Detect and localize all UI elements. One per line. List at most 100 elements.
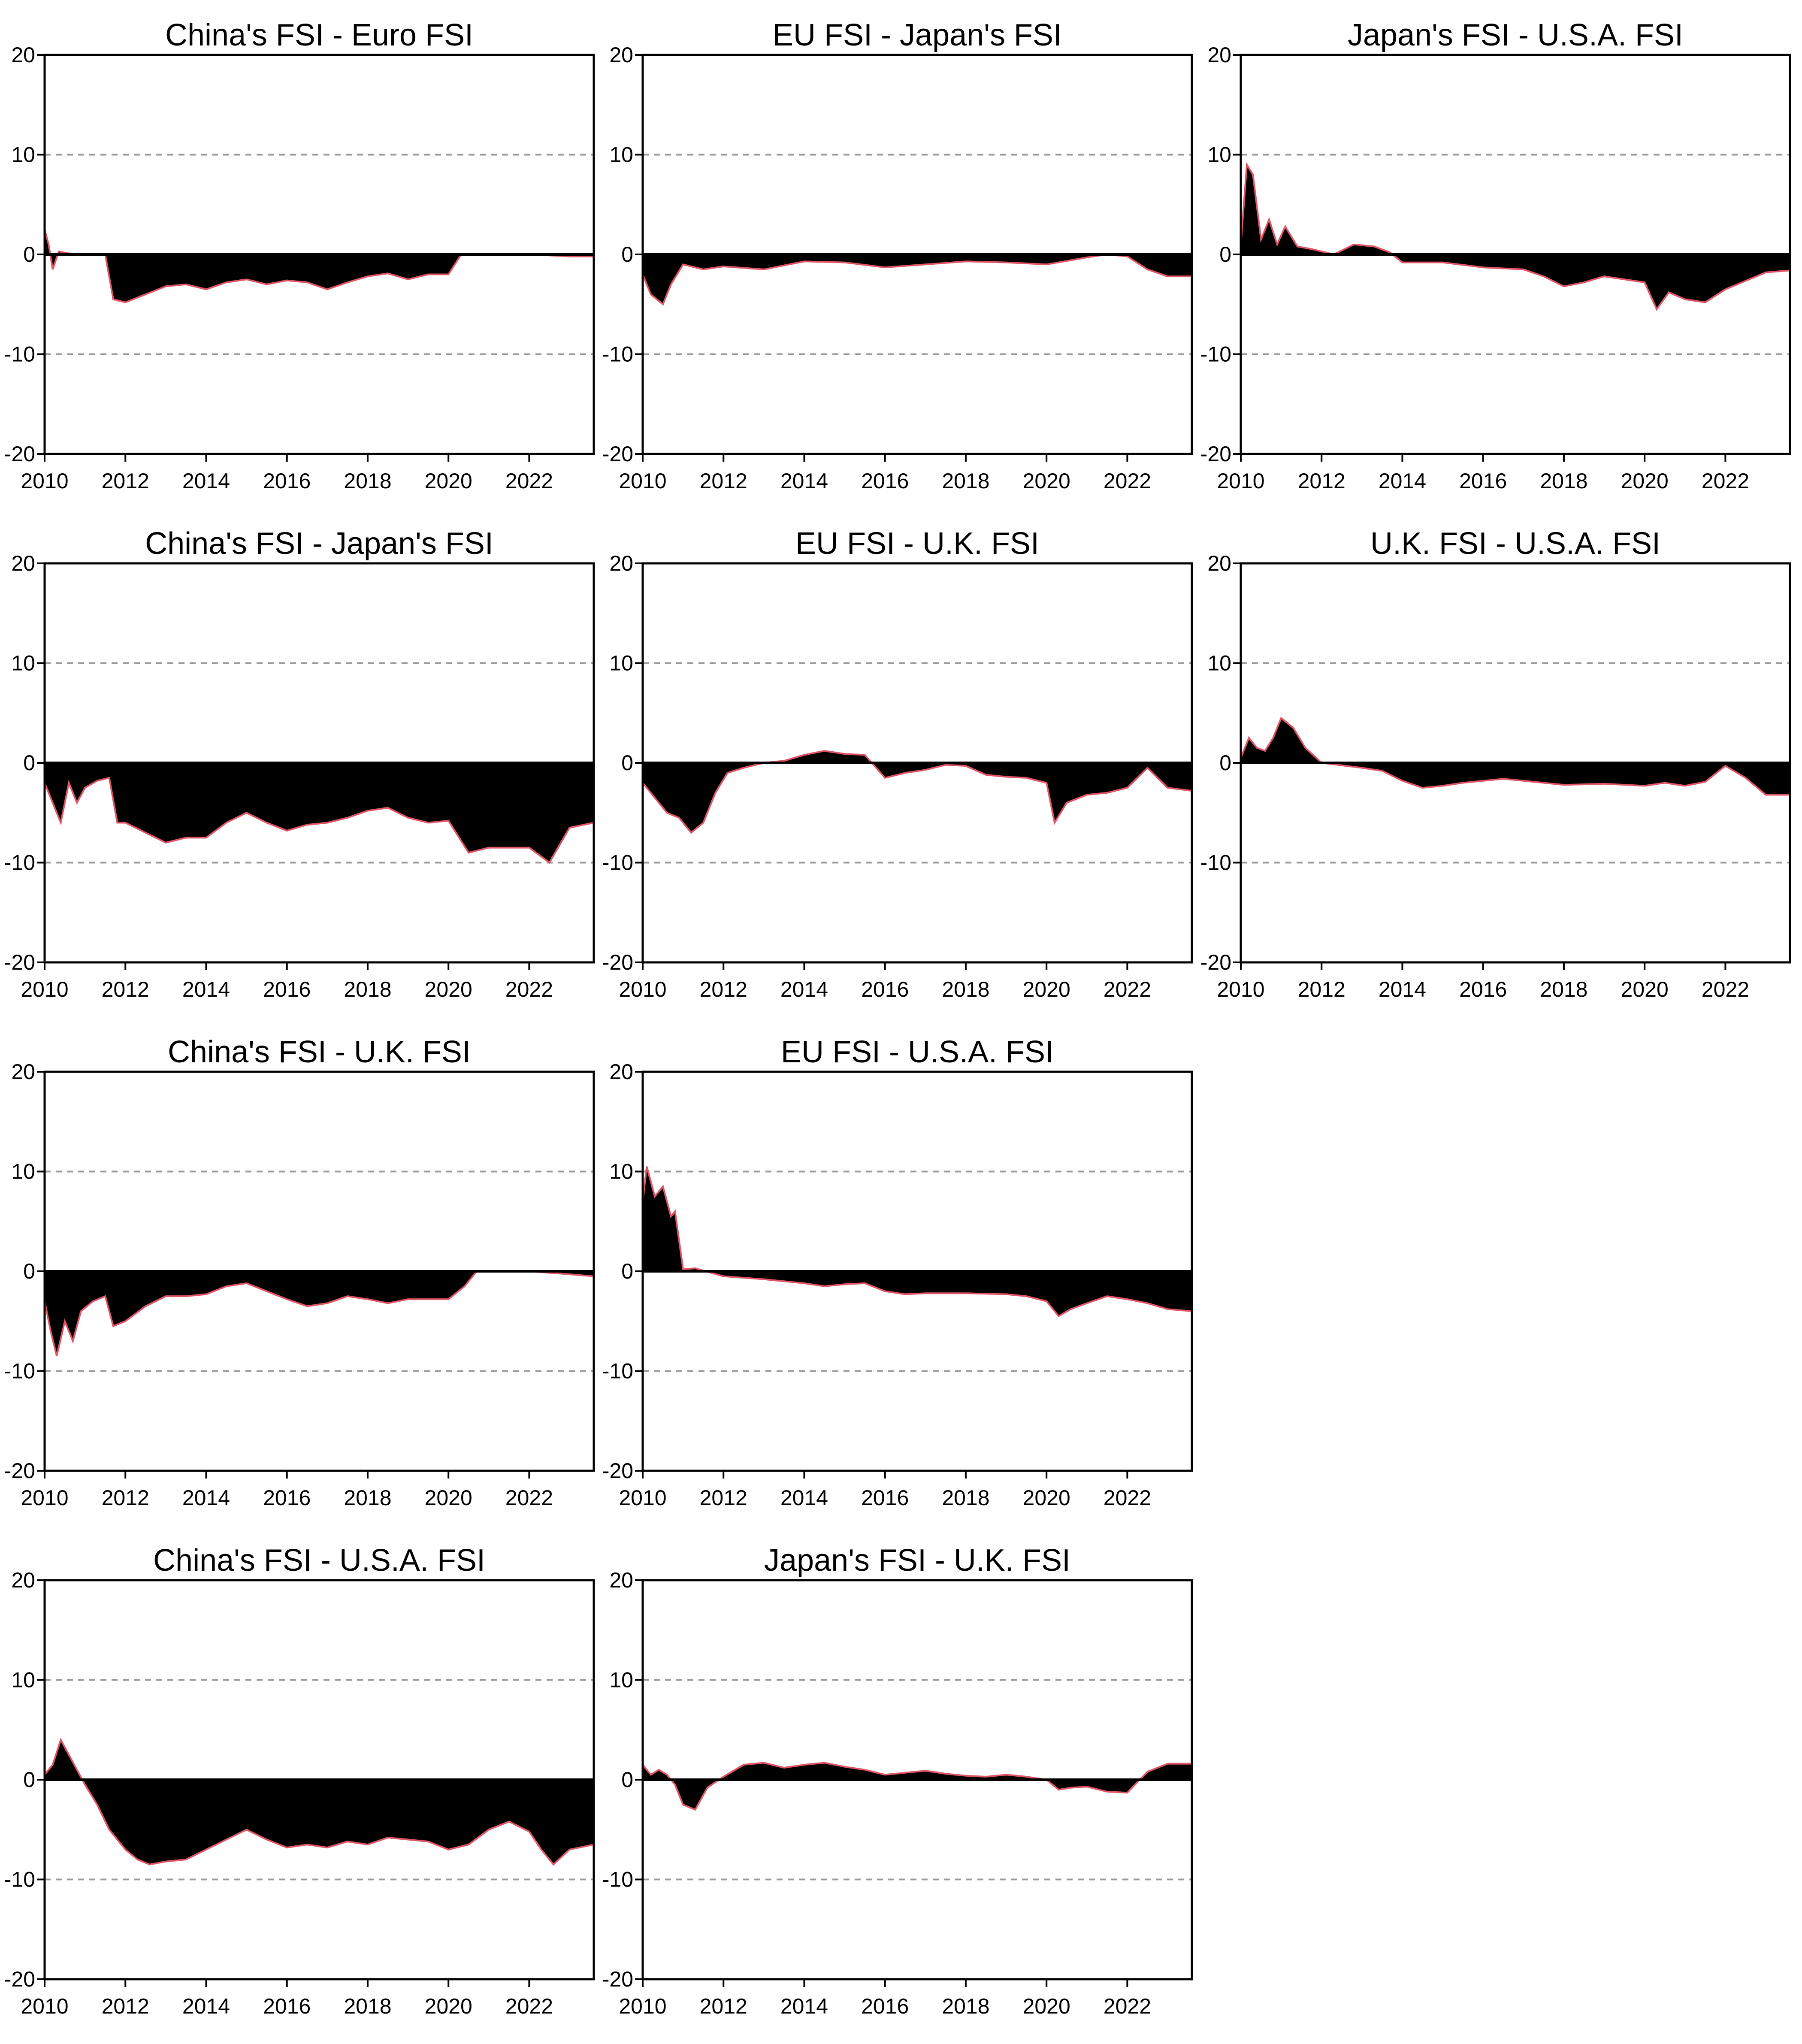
x-tick-label: 2018 bbox=[942, 1486, 989, 1510]
x-tick-label: 2010 bbox=[21, 1994, 68, 2018]
x-tick-label: 2018 bbox=[344, 1486, 391, 1510]
panel-title: China's FSI - U.K. FSI bbox=[168, 1035, 471, 1069]
x-tick-label: 2016 bbox=[861, 1994, 909, 2018]
x-tick-label: 2018 bbox=[942, 977, 989, 1001]
x-tick-label: 2018 bbox=[942, 469, 989, 493]
y-tick-label: -20 bbox=[4, 442, 35, 466]
y-tick-label: -20 bbox=[602, 1967, 633, 1991]
x-tick-label: 2018 bbox=[1540, 469, 1587, 493]
x-tick-label: 2016 bbox=[263, 469, 311, 493]
x-tick-label: 2022 bbox=[1702, 977, 1749, 1001]
y-tick-label: 20 bbox=[609, 43, 633, 67]
series-line bbox=[44, 777, 594, 864]
y-tick-label: -20 bbox=[1200, 442, 1231, 466]
y-tick-label: 20 bbox=[11, 1060, 35, 1084]
x-tick-label: 2022 bbox=[1104, 977, 1151, 1001]
x-tick-label: 2014 bbox=[780, 977, 828, 1001]
x-tick-label: 2014 bbox=[1379, 469, 1426, 493]
y-tick-label: -20 bbox=[4, 950, 35, 974]
x-tick-label: 2014 bbox=[780, 469, 828, 493]
y-tick-label: 20 bbox=[11, 551, 35, 575]
panel-title: EU FSI - U.K. FSI bbox=[795, 526, 1039, 561]
x-tick-label: 2020 bbox=[1621, 977, 1669, 1001]
x-tick-label: 2020 bbox=[425, 1486, 472, 1510]
x-tick-label: 2022 bbox=[505, 1994, 553, 2018]
x-tick-label: 2010 bbox=[619, 469, 666, 493]
x-tick-label: 2018 bbox=[344, 469, 391, 493]
y-tick-label: 10 bbox=[609, 1160, 633, 1184]
series-area bbox=[45, 1271, 594, 1356]
x-tick-label: 2022 bbox=[1702, 469, 1749, 493]
x-tick-label: 2020 bbox=[425, 977, 472, 1001]
y-tick-label: -10 bbox=[602, 1359, 633, 1383]
y-tick-label: 0 bbox=[621, 242, 633, 266]
x-tick-label: 2022 bbox=[1104, 1486, 1151, 1510]
x-tick-label: 2012 bbox=[102, 1994, 149, 2018]
series-line bbox=[1240, 162, 1790, 311]
x-tick-label: 2018 bbox=[942, 1994, 989, 2018]
y-tick-label: 0 bbox=[1219, 242, 1231, 266]
panel-title: China's FSI - Euro FSI bbox=[165, 18, 473, 52]
x-tick-label: 2016 bbox=[263, 1486, 311, 1510]
x-tick-label: 2016 bbox=[263, 1994, 311, 2018]
x-tick-label: 2012 bbox=[102, 469, 149, 493]
x-tick-label: 2012 bbox=[700, 1994, 747, 2018]
y-tick-label: 0 bbox=[23, 1259, 35, 1283]
x-tick-label: 2014 bbox=[182, 1486, 230, 1510]
y-tick-label: -10 bbox=[4, 342, 35, 366]
y-tick-label: 0 bbox=[23, 1768, 35, 1792]
x-tick-label: 2010 bbox=[619, 1486, 666, 1510]
x-tick-label: 2010 bbox=[1217, 977, 1264, 1001]
y-tick-label: 0 bbox=[621, 751, 633, 775]
series-area bbox=[643, 254, 1192, 305]
y-tick-label: -20 bbox=[602, 1459, 633, 1483]
y-tick-label: -20 bbox=[602, 442, 633, 466]
series-line bbox=[642, 253, 1192, 306]
y-tick-label: 10 bbox=[11, 143, 35, 167]
y-tick-label: -10 bbox=[602, 1868, 633, 1892]
y-tick-label: 10 bbox=[609, 143, 633, 167]
series-area bbox=[1241, 164, 1790, 309]
y-tick-label: 0 bbox=[23, 751, 35, 775]
y-tick-label: 20 bbox=[11, 1568, 35, 1592]
x-tick-label: 2022 bbox=[1104, 1994, 1151, 2018]
y-tick-label: 0 bbox=[621, 1768, 633, 1792]
x-tick-label: 2010 bbox=[619, 977, 666, 1001]
panel-title: Japan's FSI - U.S.A. FSI bbox=[1348, 18, 1683, 52]
y-tick-label: 0 bbox=[621, 1259, 633, 1283]
x-tick-label: 2016 bbox=[861, 469, 909, 493]
x-tick-label: 2020 bbox=[1023, 977, 1070, 1001]
x-tick-label: 2018 bbox=[344, 977, 391, 1001]
panel-title: EU FSI - U.S.A. FSI bbox=[781, 1035, 1054, 1069]
y-tick-label: 10 bbox=[1207, 651, 1231, 675]
x-tick-label: 2018 bbox=[344, 1994, 391, 2018]
x-tick-label: 2016 bbox=[861, 1486, 909, 1510]
x-tick-label: 2014 bbox=[182, 1994, 230, 2018]
x-tick-label: 2012 bbox=[1298, 977, 1345, 1001]
x-tick-label: 2010 bbox=[1217, 469, 1264, 493]
y-tick-label: 0 bbox=[23, 242, 35, 266]
x-tick-label: 2014 bbox=[182, 977, 230, 1001]
x-tick-label: 2020 bbox=[1023, 1486, 1070, 1510]
x-tick-label: 2010 bbox=[21, 469, 68, 493]
series-area bbox=[1241, 718, 1790, 795]
y-tick-label: -10 bbox=[4, 1868, 35, 1892]
x-tick-label: 2018 bbox=[1540, 977, 1587, 1001]
panel-title: U.K. FSI - U.S.A. FSI bbox=[1370, 526, 1660, 561]
y-tick-label: 10 bbox=[1207, 143, 1231, 167]
y-tick-label: -10 bbox=[1200, 851, 1231, 875]
y-tick-label: 10 bbox=[609, 651, 633, 675]
series-area bbox=[45, 763, 594, 863]
series-area bbox=[45, 229, 594, 302]
y-tick-label: -10 bbox=[602, 851, 633, 875]
x-tick-label: 2012 bbox=[1298, 469, 1345, 493]
y-tick-label: -20 bbox=[602, 950, 633, 974]
y-tick-label: 10 bbox=[609, 1668, 633, 1692]
series-area bbox=[643, 1763, 1192, 1810]
